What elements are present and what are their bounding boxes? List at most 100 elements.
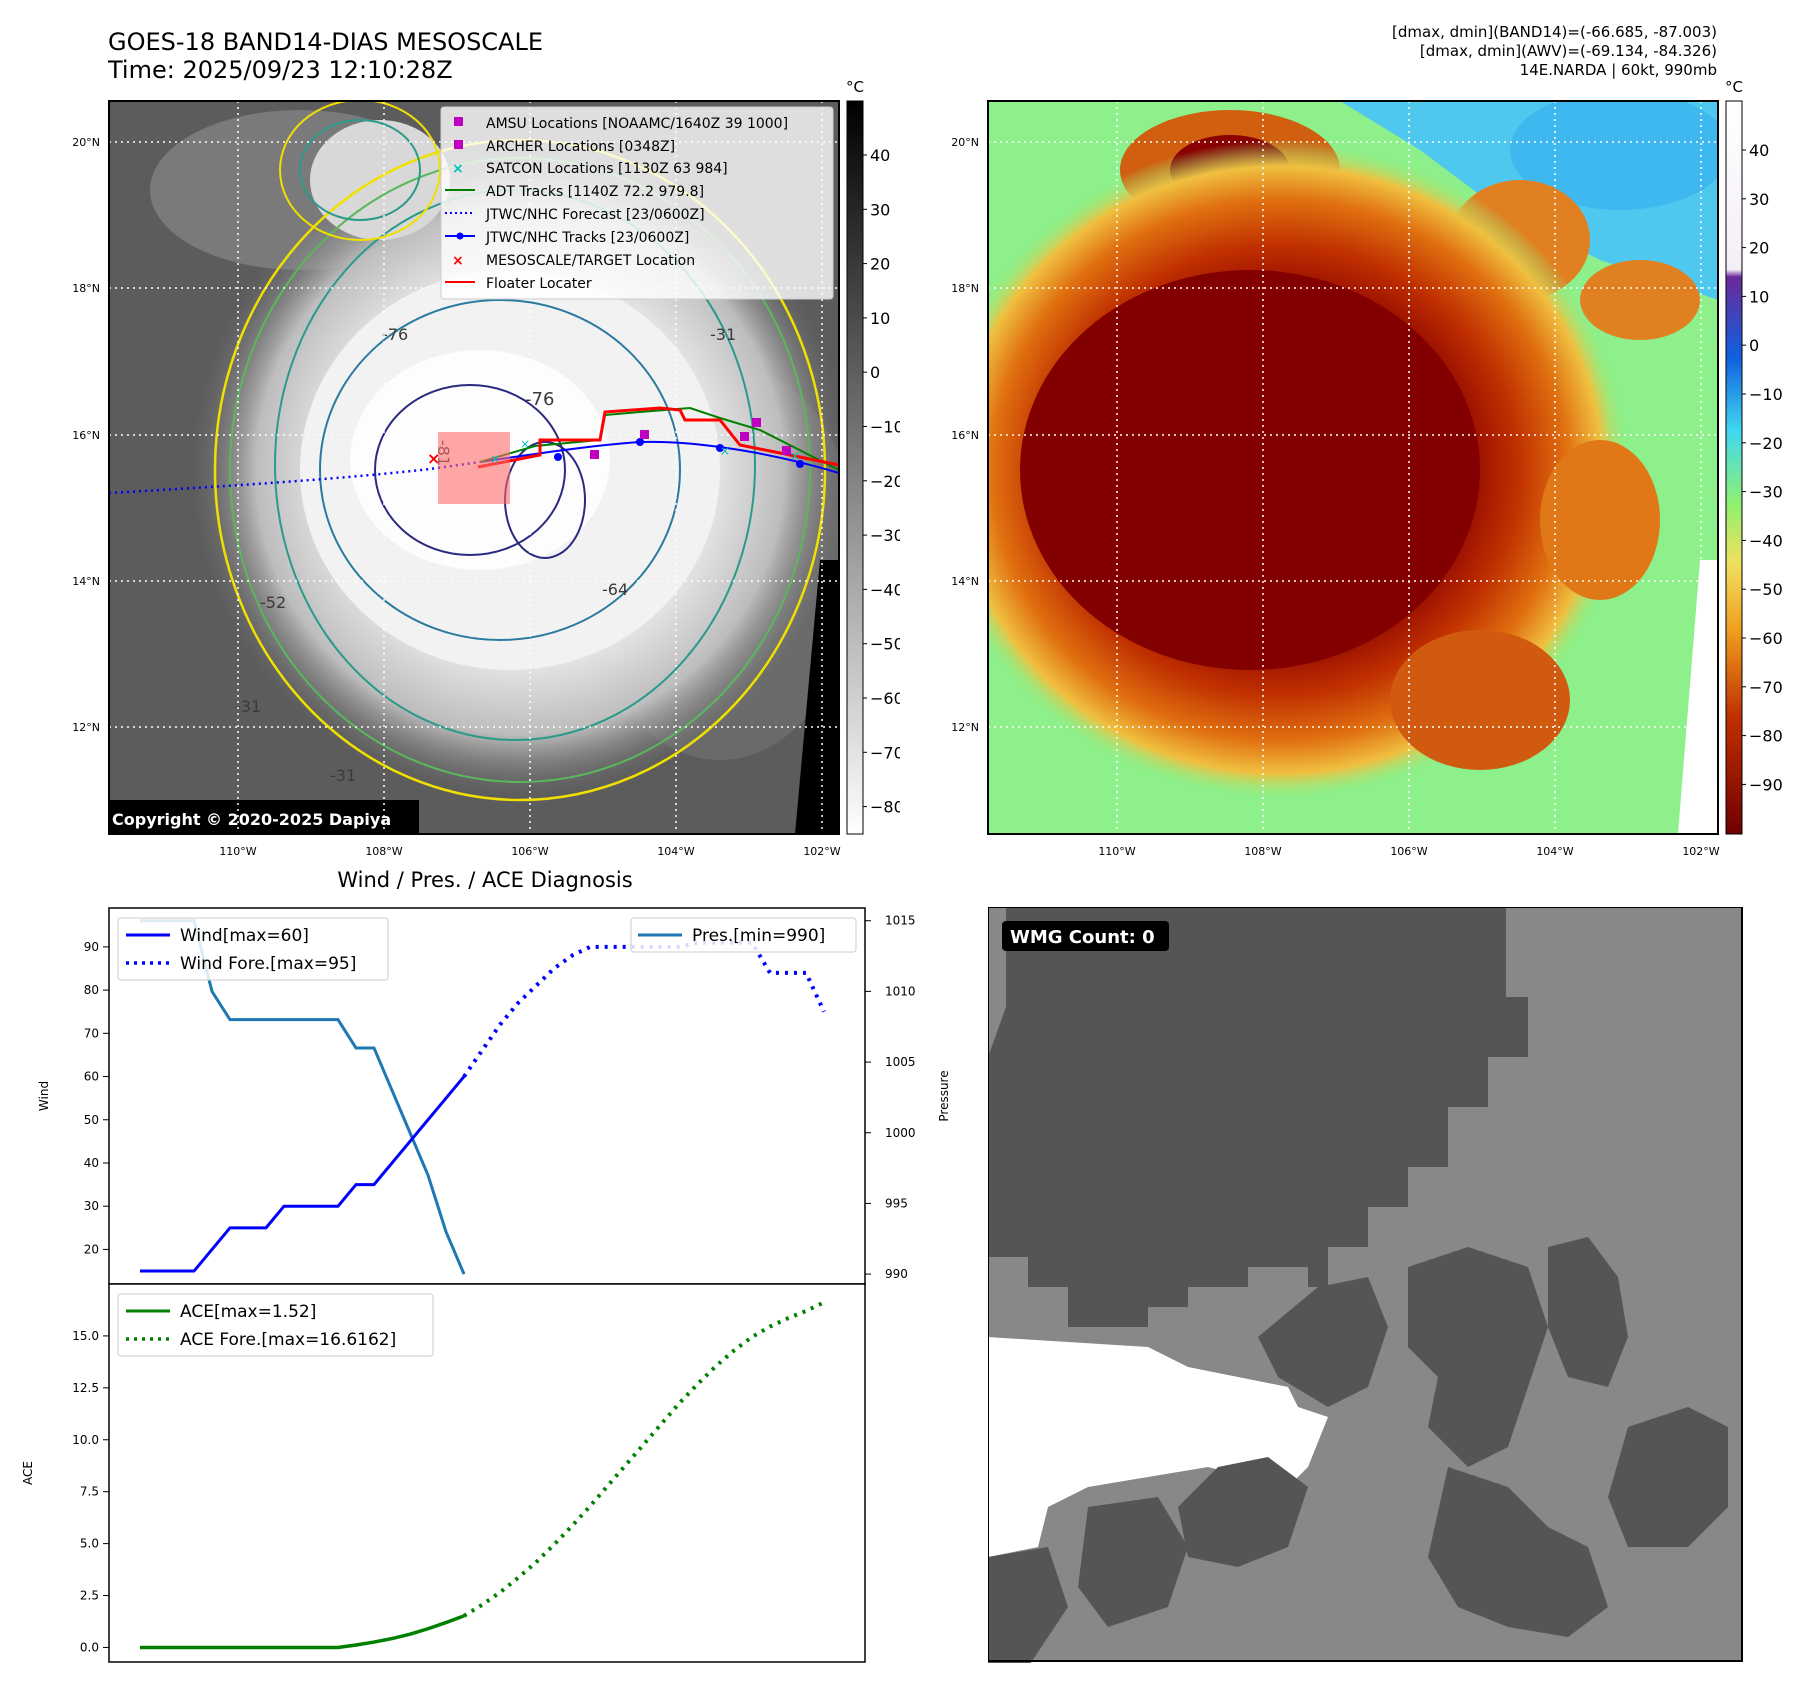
colorbar-tick-label: −20 xyxy=(1749,434,1783,453)
colorbar-tick-label: −10 xyxy=(870,418,900,437)
enhanced-lon-labels: 110°W 108°W 106°W 104°W 102°W xyxy=(1098,845,1719,858)
colorbar-tick-label: 10 xyxy=(1749,287,1769,306)
floater-locater xyxy=(477,406,839,469)
colorbar-tick-label: −80 xyxy=(1749,727,1783,746)
pressure-tick-label: 1005 xyxy=(885,1055,916,1069)
svg-text:×: × xyxy=(490,452,500,466)
colorbar-tick-label: 0 xyxy=(1749,336,1759,355)
colorbar-tick-label: 30 xyxy=(1749,190,1769,209)
ace-tick-label: 12.5 xyxy=(72,1381,99,1395)
ace-tick-label: 10.0 xyxy=(72,1433,99,1447)
pressure-tick-label: 990 xyxy=(885,1267,908,1281)
enhanced-colorbar: °C 40 30 20 10 0 −10 −20 −30 −40 −50 −60 −70 −80 −90 xyxy=(1725,78,1783,835)
pressure-ylabel: Pressure xyxy=(937,1070,951,1121)
legend-archer: ARCHER Locations [0348Z] xyxy=(486,139,675,155)
colorbar-tick-label: 40 xyxy=(1749,141,1769,160)
ace-tick-label: 5.0 xyxy=(80,1537,99,1551)
ir-map-panel: -76 -76 -64 -52 -31 -31 -31 -81 × xyxy=(72,78,900,858)
lon-label: 108°W xyxy=(365,845,402,858)
wind-tick-label: 50 xyxy=(84,1113,99,1127)
wind-tick-label: 60 xyxy=(84,1070,99,1084)
ir-map-frame xyxy=(108,100,840,835)
lon-label: 102°W xyxy=(1682,845,1719,858)
ace-line xyxy=(140,1614,465,1650)
lon-label: 106°W xyxy=(511,845,548,858)
legend-floater: Floater Locater xyxy=(486,276,592,292)
pressure-tick-label: 1010 xyxy=(885,984,916,998)
colorbar-tick-label: −50 xyxy=(1749,580,1783,599)
colorbar-tick-label: 30 xyxy=(870,200,890,219)
ir-gridlines xyxy=(109,101,839,834)
wmg-count-label: WMG Count: 0 xyxy=(1010,927,1155,948)
title-line-1: GOES-18 BAND14-DIAS MESOSCALE xyxy=(108,28,544,56)
colorbar-tick-label: −40 xyxy=(1749,531,1783,550)
jtwc-forecast-track xyxy=(109,460,481,495)
legend-amsu: AMSU Locations [NOAAMC/1640Z 39 1000] xyxy=(486,116,788,132)
pressure-tick-label: 1000 xyxy=(885,1126,916,1140)
svg-text:×: × xyxy=(452,161,464,177)
wmg-panel: WMG Count: 0 xyxy=(988,907,1743,1663)
enhanced-map-panel: 20°N 18°N 16°N 14°N 12°N 110°W 108°W 106… xyxy=(951,78,1783,858)
info-line-3: 14E.NARDA | 60kt, 990mb xyxy=(1519,61,1717,79)
contour-label: -76 xyxy=(382,325,408,344)
colorbar-tick-label: −50 xyxy=(870,635,900,654)
ir-colorbar: °C 40 30 20 10 0 −10 −20 −30 −40 −50 −60 −70 −80 xyxy=(846,78,900,835)
ace-tick-label: 0.0 xyxy=(80,1640,99,1654)
legend-satcon: SATCON Locations [1130Z 63 984] xyxy=(486,161,728,177)
lat-label: 18°N xyxy=(72,282,100,295)
wind-tick-label: 90 xyxy=(84,940,99,954)
colorbar-tick-label: −90 xyxy=(1749,775,1783,794)
lat-label: 20°N xyxy=(951,136,979,149)
info-line-1: [dmax, dmin](BAND14)=(-66.685, -87.003) xyxy=(1392,23,1717,41)
lat-label: 12°N xyxy=(72,721,100,734)
contour-label: -52 xyxy=(260,593,286,612)
wmg-count-badge xyxy=(1002,921,1169,951)
legend-jtwc-forecast: JTWC/NHC Forecast [23/0600Z] xyxy=(485,207,705,223)
lon-label: 106°W xyxy=(1390,845,1427,858)
legend-ace: ACE[max=1.52] xyxy=(180,1302,316,1322)
colorbar-tick-label: −60 xyxy=(870,689,900,708)
colorbar-unit: °C xyxy=(846,78,864,96)
wind-tick-label: 30 xyxy=(84,1199,99,1213)
svg-text:×: × xyxy=(520,437,530,451)
legend-ace-fore: ACE Fore.[max=16.6162] xyxy=(180,1330,396,1350)
copyright-text: Copyright © 2020-2025 Dapiya xyxy=(112,810,391,829)
lat-label: 12°N xyxy=(951,721,979,734)
info-line-2: [dmax, dmin](AWV)=(-69.134, -84.326) xyxy=(1419,42,1717,60)
colorbar-tick-label: 20 xyxy=(1749,239,1769,258)
ir-lat-labels: 20°N 18°N 16°N 14°N 12°N xyxy=(72,136,100,734)
legend-jtwc-tracks: JTWC/NHC Tracks [23/0600Z] xyxy=(485,230,689,246)
lat-label: 14°N xyxy=(951,575,979,588)
colorbar-tick-label: 20 xyxy=(870,255,890,274)
svg-text:×: × xyxy=(452,253,464,269)
colorbar-tick-label: 10 xyxy=(870,309,890,328)
ace-tick-label: 2.5 xyxy=(80,1589,99,1603)
svg-text:×: × xyxy=(790,449,800,463)
pressure-line xyxy=(140,919,466,1275)
legend-wind: Wind[max=60] xyxy=(180,926,309,946)
ir-legend: AMSU Locations [NOAAMC/1640Z 39 1000] AR… xyxy=(440,106,834,300)
jtwc-track-points xyxy=(554,438,804,468)
wind-line xyxy=(140,1075,466,1273)
lat-label: 16°N xyxy=(72,429,100,442)
legend-wind-fore: Wind Fore.[max=95] xyxy=(180,954,356,974)
contour-label: -31 xyxy=(235,697,261,716)
diagnosis-title: Wind / Pres. / ACE Diagnosis xyxy=(337,868,632,892)
enhanced-lat-labels: 20°N 18°N 16°N 14°N 12°N xyxy=(951,136,979,734)
mesoscale-target-marker: × xyxy=(427,449,440,468)
ace-legend: ACE[max=1.52] ACE Fore.[max=16.6162] xyxy=(117,1293,434,1357)
diagnosis-panel: Wind / Pres. / ACE Diagnosis 20 30 40 50 60 7… xyxy=(21,868,951,1663)
legend-mesoscale: MESOSCALE/TARGET Location xyxy=(486,253,695,269)
colorbar-tick-label: −40 xyxy=(870,580,900,599)
ace-tick-label: 15.0 xyxy=(72,1329,99,1343)
lon-label: 108°W xyxy=(1244,845,1281,858)
lat-label: 16°N xyxy=(951,429,979,442)
dmax-info: [dmax, dmin](BAND14)=(-66.685, -87.003) … xyxy=(1392,23,1717,80)
figure-title: GOES-18 BAND14-DIAS MESOSCALE Time: 2025… xyxy=(108,28,543,84)
colorbar-tick-label: −70 xyxy=(1749,678,1783,697)
colorbar-tick-label: 0 xyxy=(870,363,880,382)
wind-tick-label: 80 xyxy=(84,983,99,997)
colorbar-tick-label: −70 xyxy=(870,743,900,762)
ace-ylabel: ACE xyxy=(21,1461,35,1485)
ace-forecast-line xyxy=(462,1300,825,1618)
